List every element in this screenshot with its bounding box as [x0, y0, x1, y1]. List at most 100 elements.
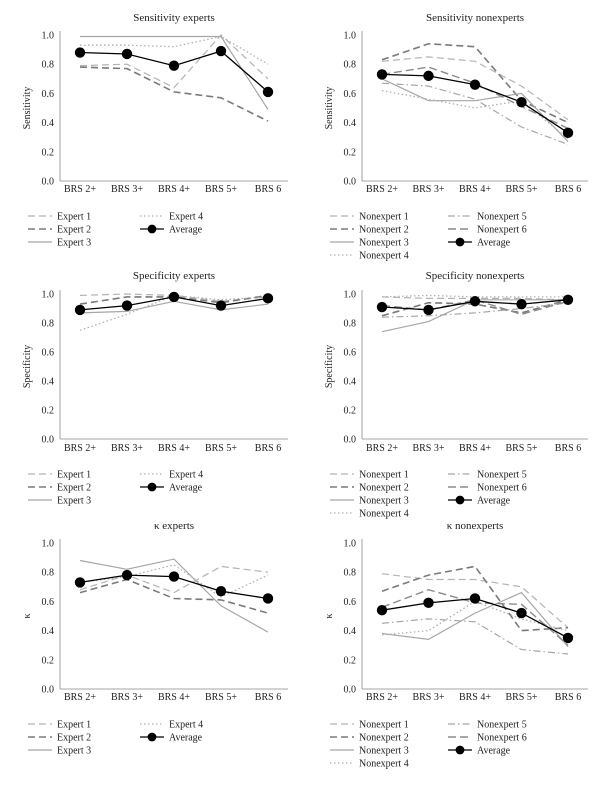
x-tick-label: BRS 2+ — [366, 443, 398, 454]
x-tick-label: BRS 2+ — [64, 692, 96, 703]
legend-label: Nonexpert 4 — [359, 509, 409, 520]
y-axis-label: Specificity — [324, 345, 335, 388]
average-point — [423, 70, 434, 82]
chart-title: Sensitivity experts — [133, 12, 215, 24]
x-tick-label: BRS 2+ — [366, 184, 398, 195]
average-point — [516, 298, 527, 310]
series-line-nonexpert-2 — [381, 565, 569, 632]
average-point — [168, 291, 180, 303]
legend-label: Nonexpert 5 — [477, 720, 527, 731]
legend-label: Expert 1 — [57, 212, 91, 223]
legend: Expert 1 Expert 2 Expert 3 Expert 4 Average — [28, 470, 203, 507]
x-tick-label: BRS 3+ — [412, 184, 444, 195]
average-point — [168, 60, 180, 71]
x-tick-label: BRS 5+ — [205, 692, 237, 703]
x-tick-label: BRS 4+ — [459, 443, 491, 454]
chart-specificity-nonexperts: Specificity nonexperts Specificity 0.0 0.2 0… — [324, 270, 588, 520]
y-tick-label: 0.6 — [42, 597, 55, 608]
chart-title: Specificity nonexperts — [426, 270, 525, 282]
y-tick-label: 0.8 — [344, 568, 357, 579]
y-tick-label: 0.8 — [42, 319, 55, 330]
y-tick-label: 0.6 — [42, 348, 55, 359]
average-point — [168, 571, 180, 582]
average-point — [469, 296, 481, 307]
legend-label: Nonexpert 1 — [359, 212, 409, 223]
y-tick-label: 0.8 — [344, 319, 357, 330]
legend-label: Expert 1 — [57, 470, 91, 481]
series-line-nonexpert-6 — [381, 66, 569, 130]
x-tick-label: BRS 5+ — [205, 443, 237, 454]
x-tick-label: BRS 5+ — [505, 443, 537, 454]
x-tick-label: BRS 6 — [255, 184, 281, 195]
legend-label: Nonexpert 3 — [359, 496, 409, 507]
legend-label: Expert 3 — [57, 238, 91, 249]
legend-label: Nonexpert 4 — [359, 759, 409, 770]
series-line-expert-1 — [79, 565, 269, 594]
average-point — [262, 293, 274, 304]
legend-label: Nonexpert 2 — [359, 483, 409, 494]
x-tick-label: BRS 5+ — [505, 184, 537, 195]
legend-marker — [147, 482, 157, 492]
average-point — [376, 301, 388, 313]
average-point — [74, 304, 86, 316]
legend-label: Expert 3 — [57, 746, 91, 757]
legend: Expert 1 Expert 2 Expert 3 Expert 4 Average — [28, 720, 203, 757]
chart-title: Specificity experts — [133, 270, 215, 282]
x-tick-label: BRS 5+ — [205, 184, 237, 195]
legend-label: Average — [477, 746, 511, 757]
y-tick-label: 0.0 — [42, 435, 55, 446]
legend-label: Average — [169, 225, 203, 236]
y-tick-label: 0.2 — [42, 147, 55, 158]
x-tick-label: BRS 3+ — [111, 692, 143, 703]
average-point — [121, 300, 133, 311]
legend-marker — [147, 732, 157, 742]
legend-label: Nonexpert 1 — [359, 470, 409, 481]
legend-label: Average — [477, 496, 511, 507]
y-tick-label: 1.0 — [344, 290, 357, 301]
chart-sensitivity-nonexperts: Sensitivity nonexperts Sensitivity 0.0 0.2 0… — [324, 12, 588, 262]
legend-label: Expert 4 — [169, 212, 203, 223]
legend-label: Nonexpert 2 — [359, 733, 409, 744]
average-point — [376, 604, 388, 616]
y-tick-label: 0.0 — [344, 177, 357, 188]
y-tick-label: 0.6 — [344, 89, 357, 100]
y-tick-label: 1.0 — [42, 290, 55, 301]
series-line-expert-3 — [80, 35, 269, 110]
y-axis-label: Specificity — [22, 345, 33, 388]
series-line-expert-1 — [79, 34, 269, 89]
series-line-nonexpert-3 — [381, 591, 569, 648]
y-tick-label: 0.0 — [42, 177, 55, 188]
y-tick-label: 0.6 — [344, 348, 357, 359]
legend-label: Expert 1 — [57, 720, 91, 731]
y-tick-label: 0.8 — [42, 568, 55, 579]
y-tick-label: 0.4 — [42, 626, 55, 637]
legend-marker — [455, 237, 465, 247]
y-tick-label: 1.0 — [344, 539, 357, 550]
legend-label: Average — [169, 483, 203, 494]
average-point — [262, 593, 274, 604]
y-tick-label: 0.4 — [42, 118, 55, 129]
average-point — [121, 569, 133, 581]
x-tick-label: BRS 3+ — [111, 443, 143, 454]
chart-sensitivity-experts: Sensitivity experts Sensitivity 0.0 0.2 0.4 0… — [22, 12, 288, 249]
average-point — [562, 632, 574, 644]
legend-label: Nonexpert 1 — [359, 720, 409, 731]
x-tick-label: BRS 6 — [555, 443, 581, 454]
x-tick-label: BRS 2+ — [64, 184, 96, 195]
x-tick-label: BRS 3+ — [111, 184, 143, 195]
average-point — [74, 47, 86, 58]
legend-label: Expert 3 — [57, 496, 91, 507]
y-axis-label: Sensitivity — [22, 87, 33, 130]
x-tick-label: BRS 4+ — [459, 184, 491, 195]
legend-label: Nonexpert 3 — [359, 746, 409, 757]
y-tick-label: 0.0 — [344, 685, 357, 696]
x-tick-label: BRS 4+ — [158, 184, 190, 195]
average-point — [262, 86, 274, 98]
x-tick-label: BRS 2+ — [366, 692, 398, 703]
x-tick-label: BRS 3+ — [412, 692, 444, 703]
series-line-nonexpert-5 — [381, 302, 569, 318]
y-tick-label: 0.2 — [344, 147, 357, 158]
x-tick-label: BRS 2+ — [64, 443, 96, 454]
y-tick-label: 0.2 — [42, 406, 55, 417]
